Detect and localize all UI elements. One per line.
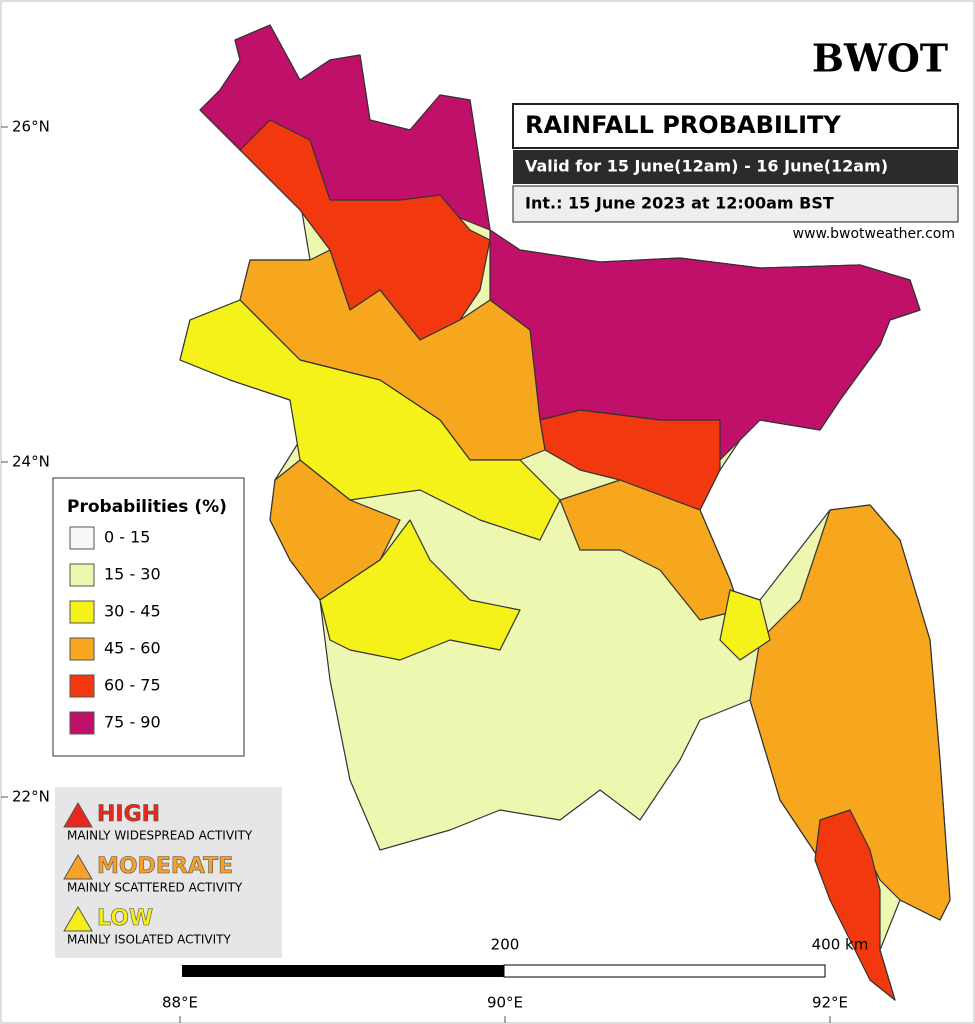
init-box (512, 185, 959, 223)
valid-text: Valid for 15 June(12am) - 16 June(12am) (525, 157, 888, 176)
longitude-labels: 88°E 90°E 92°E (162, 994, 848, 1023)
latitude-label: 22°N (12, 788, 50, 806)
legend-swatch (69, 674, 95, 698)
risk-box (55, 787, 282, 958)
longitude-label: 92°E (812, 994, 848, 1012)
legend-swatch (69, 563, 95, 587)
region (814, 809, 896, 1001)
legend-label: 30 - 45 (104, 602, 161, 621)
region (719, 589, 771, 661)
legend-label: 45 - 60 (104, 639, 161, 658)
latitude-label: 26°N (12, 118, 50, 136)
risk-triangle (63, 854, 93, 880)
risk-level: MODERATE (97, 854, 233, 879)
risk-items: HIGH MAINLY WIDESPREAD ACTIVITY MODERATE MA… (63, 802, 253, 947)
latitude-label: 24°N (12, 453, 50, 471)
legend-swatch (69, 711, 95, 735)
scale-label: 200 (491, 936, 520, 954)
legend-label: 75 - 90 (104, 713, 161, 732)
latitude-labels: 26°N 24°N 22°N (1, 118, 50, 806)
title: RAINFALL PROBABILITY (525, 111, 841, 139)
risk-level: LOW (97, 906, 153, 931)
scale-bar-black (182, 965, 504, 977)
legend-title: Probabilities (%) (67, 497, 227, 517)
longitude-label: 88°E (162, 994, 198, 1012)
risk-triangle (63, 802, 93, 828)
risk-triangle (63, 906, 93, 932)
risk-level: HIGH (97, 802, 160, 827)
scale-label: 400 km (812, 936, 869, 954)
init-text: Int.: 15 June 2023 at 12:00am BST (525, 194, 834, 213)
scale-bar-white (503, 964, 826, 978)
legend-swatch (69, 637, 95, 661)
regions (179, 24, 951, 1001)
legend-items: 0 - 15 15 - 30 30 - 45 45 - 60 60 - 75 75 - 9… (69, 526, 161, 735)
logo: BWOT (812, 36, 948, 81)
legend-swatch (69, 600, 95, 624)
legend-label: 15 - 30 (104, 565, 161, 584)
website: www.bwotweather.com (793, 226, 955, 242)
risk-description: MAINLY SCATTERED ACTIVITY (67, 881, 243, 895)
title-box (512, 103, 959, 149)
legend-swatch (69, 526, 95, 550)
legend-label: 0 - 15 (104, 528, 150, 547)
region (749, 504, 951, 921)
region (319, 519, 521, 661)
risk-description: MAINLY WIDESPREAD ACTIVITY (67, 829, 253, 843)
region (559, 479, 741, 621)
valid-box (513, 150, 958, 184)
risk-description: MAINLY ISOLATED ACTIVITY (67, 933, 231, 947)
legend-label: 60 - 75 (104, 676, 161, 695)
longitude-label: 90°E (487, 994, 523, 1012)
